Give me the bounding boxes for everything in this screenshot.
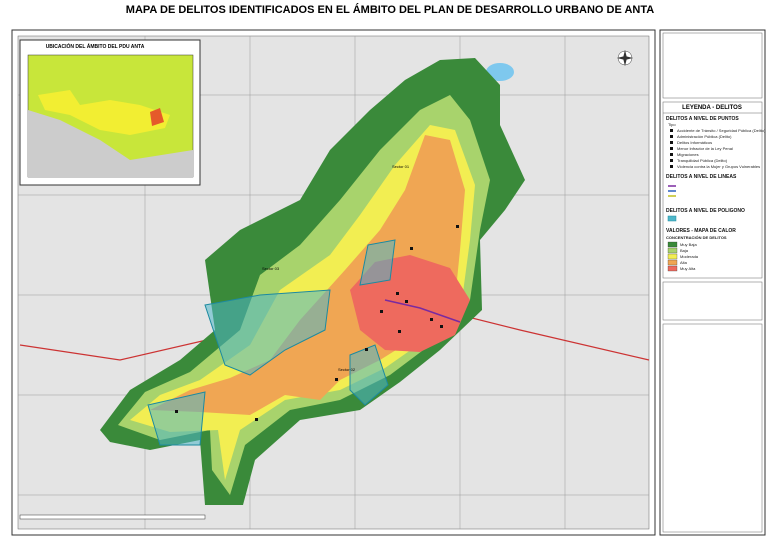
legend-item: Moderada [680, 254, 699, 259]
crime-line [384, 299, 461, 323]
crime-polygons [147, 239, 396, 446]
info-box [662, 281, 763, 321]
legend-item: Tranquilidad Pública (Delito) [677, 158, 728, 163]
base-legend [662, 32, 763, 99]
legend-heading: DELITOS A NIVEL DE PUNTOS [666, 116, 739, 122]
legend-item: Muy Alta [680, 266, 696, 271]
legend-item: Administración Pública (Delito) [677, 134, 732, 139]
sector-label: Sector 02 [338, 367, 356, 372]
legend-heading: DELITOS A NIVEL DE POLIGONO [666, 208, 745, 214]
point-legend: Accidente de Tránsito / Seguridad Públic… [670, 128, 766, 169]
legend-sub: Tipo [668, 122, 676, 127]
legend-heading: DELITOS A NIVEL DE LINEAS [666, 174, 737, 180]
north-arrow [617, 50, 633, 66]
legend-item: Menor Infractor de la Ley Penal [677, 146, 733, 151]
inset-title: UBICACIÓN DEL ÁMBITO DEL PDU ANTA [46, 42, 145, 50]
scale-bar [19, 514, 206, 520]
lake [486, 63, 514, 81]
sector-label: Sector 01 [392, 164, 410, 169]
legend-item: Accidente de Tránsito / Seguridad Públic… [677, 128, 766, 133]
legend-item: Violencia contra la Mujer y Grupos Vulne… [677, 164, 760, 169]
legend-title: LEYENDA - DELITOS [682, 105, 742, 111]
legend-item: Alta [680, 260, 688, 265]
crime-legend [662, 101, 763, 279]
inset-pdu [150, 108, 164, 126]
heat-legend: Muy Baja Baja Moderada Alta Muy Alta [667, 241, 699, 272]
inset-region [28, 110, 193, 177]
crime-points [175, 225, 459, 421]
legend-item: Delitos Informáticos [677, 140, 712, 145]
legend-item: Muy Baja [680, 242, 697, 247]
legend-item: Baja [680, 248, 689, 253]
legend-heading: VALORES - MAPA DE CALOR [666, 228, 736, 234]
notes-box [662, 323, 763, 533]
sector-label: Sector 03 [262, 266, 280, 271]
title: MAPA DE DELITOS IDENTIFICADOS EN EL ÁMBI… [126, 3, 654, 16]
legend-sub: CONCENTRACIÓN DE DELITOS [666, 235, 727, 240]
legend-item: Migraciones [677, 152, 699, 157]
inset-district [38, 90, 170, 135]
